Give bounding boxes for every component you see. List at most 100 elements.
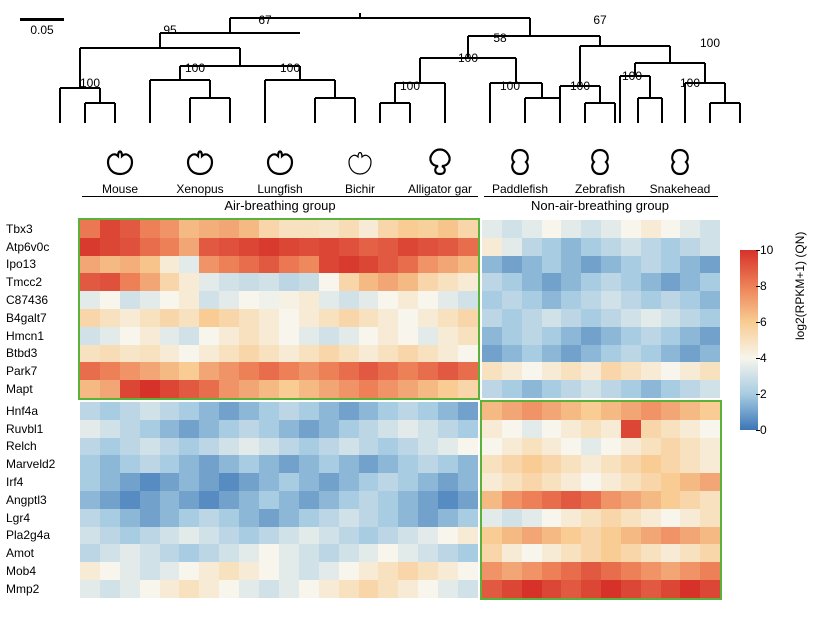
heatmap-cell — [438, 562, 458, 580]
heatmap-cell — [120, 473, 140, 491]
heatmap — [80, 220, 720, 598]
heatmap-cell — [80, 220, 100, 238]
heatmap-cell — [700, 380, 720, 398]
heatmap-cell — [680, 527, 700, 545]
heatmap-cell — [680, 309, 700, 327]
heatmap-cell — [160, 509, 180, 527]
heatmap-cell — [418, 509, 438, 527]
heatmap-cell — [319, 509, 339, 527]
heatmap-cell — [100, 345, 120, 363]
heatmap-cell — [641, 527, 661, 545]
heatmap-cell — [239, 420, 259, 438]
heatmap-cell — [482, 562, 502, 580]
heatmap-cell — [581, 309, 601, 327]
heatmap-cell — [378, 291, 398, 309]
heatmap-cell — [179, 380, 199, 398]
heatmap-cell — [458, 238, 478, 256]
heatmap-cell — [621, 345, 641, 363]
heatmap-cell — [661, 580, 681, 598]
heatmap-cell — [398, 527, 418, 545]
heatmap-cell — [259, 327, 279, 345]
heatmap-cell — [179, 273, 199, 291]
heatmap-cell — [140, 544, 160, 562]
heatmap-cell — [482, 362, 502, 380]
heatmap-cell — [601, 380, 621, 398]
gene-label: Irf4 — [0, 473, 76, 491]
heatmap-cell — [641, 491, 661, 509]
heatmap-cell — [378, 562, 398, 580]
heatmap-cell — [359, 420, 379, 438]
heatmap-cell — [398, 309, 418, 327]
heatmap-cell — [160, 345, 180, 363]
heatmap-cell — [120, 491, 140, 509]
dendrogram: 95675867100100100100100100100100100100 — [80, 8, 720, 138]
heatmap-cell — [120, 402, 140, 420]
heatmap-cell — [199, 256, 219, 274]
heatmap-cell — [581, 327, 601, 345]
heatmap-cell — [199, 402, 219, 420]
heatmap-cell — [438, 345, 458, 363]
heatmap-cell — [219, 438, 239, 456]
heatmap-cell — [179, 438, 199, 456]
heatmap-cell — [239, 544, 259, 562]
heatmap-cell — [179, 345, 199, 363]
heatmap-cell — [160, 580, 180, 598]
heatmap-cell — [299, 420, 319, 438]
heatmap-cell — [482, 291, 502, 309]
bootstrap-label: 58 — [493, 31, 506, 45]
heatmap-cell — [398, 455, 418, 473]
gene-label: Relch — [0, 438, 76, 456]
heatmap-cell — [502, 420, 522, 438]
heatmap-cell — [522, 309, 542, 327]
heatmap-cell — [680, 345, 700, 363]
heatmap-cell — [339, 256, 359, 274]
heatmap-cell — [219, 327, 239, 345]
group-labels: Air-breathing group Non-air-breathing gr… — [80, 198, 720, 213]
gene-labels: Tbx3Atp6v0cIpo13Tmcc2C87436B4galt7Hmcn1B… — [0, 220, 76, 598]
heatmap-cell — [482, 455, 502, 473]
heatmap-cell — [319, 527, 339, 545]
heatmap-cell — [621, 562, 641, 580]
heatmap-cell — [199, 345, 219, 363]
heatmap-cell — [458, 327, 478, 345]
heatmap-cell — [378, 362, 398, 380]
heatmap-cell — [700, 345, 720, 363]
heatmap-cell — [100, 544, 120, 562]
heatmap-cell — [661, 327, 681, 345]
heatmap-cell — [522, 256, 542, 274]
heatmap-cell — [522, 220, 542, 238]
heatmap-cell — [319, 345, 339, 363]
heatmap-cell — [680, 327, 700, 345]
heatmap-cell — [80, 256, 100, 274]
heatmap-cell — [359, 491, 379, 509]
heatmap-cell — [661, 402, 681, 420]
heatmap-cell — [542, 380, 562, 398]
heatmap-cell — [418, 473, 438, 491]
heatmap-cell — [259, 238, 279, 256]
heatmap-cell — [458, 438, 478, 456]
heatmap-cell — [319, 491, 339, 509]
heatmap-cell — [581, 562, 601, 580]
heatmap-cell — [502, 309, 522, 327]
heatmap-cell — [299, 580, 319, 598]
heatmap-cell — [482, 256, 502, 274]
heatmap-cell — [199, 473, 219, 491]
heatmap-cell — [581, 544, 601, 562]
heatmap-cell — [199, 220, 219, 238]
heatmap-cell — [339, 402, 359, 420]
heatmap-cell — [378, 544, 398, 562]
heatmap-cell — [339, 544, 359, 562]
heatmap-cell — [339, 345, 359, 363]
heatmap-cell — [418, 491, 438, 509]
heatmap-cell — [160, 491, 180, 509]
heatmap-cell — [339, 562, 359, 580]
heatmap-cell — [680, 438, 700, 456]
heatmap-cell — [418, 402, 438, 420]
heatmap-cell — [700, 562, 720, 580]
heatmap-cell — [378, 220, 398, 238]
heatmap-cell — [561, 438, 581, 456]
heatmap-cell — [199, 309, 219, 327]
heatmap-cell — [259, 291, 279, 309]
colorbar-tick: 4 — [760, 351, 767, 365]
heatmap-cell — [279, 256, 299, 274]
